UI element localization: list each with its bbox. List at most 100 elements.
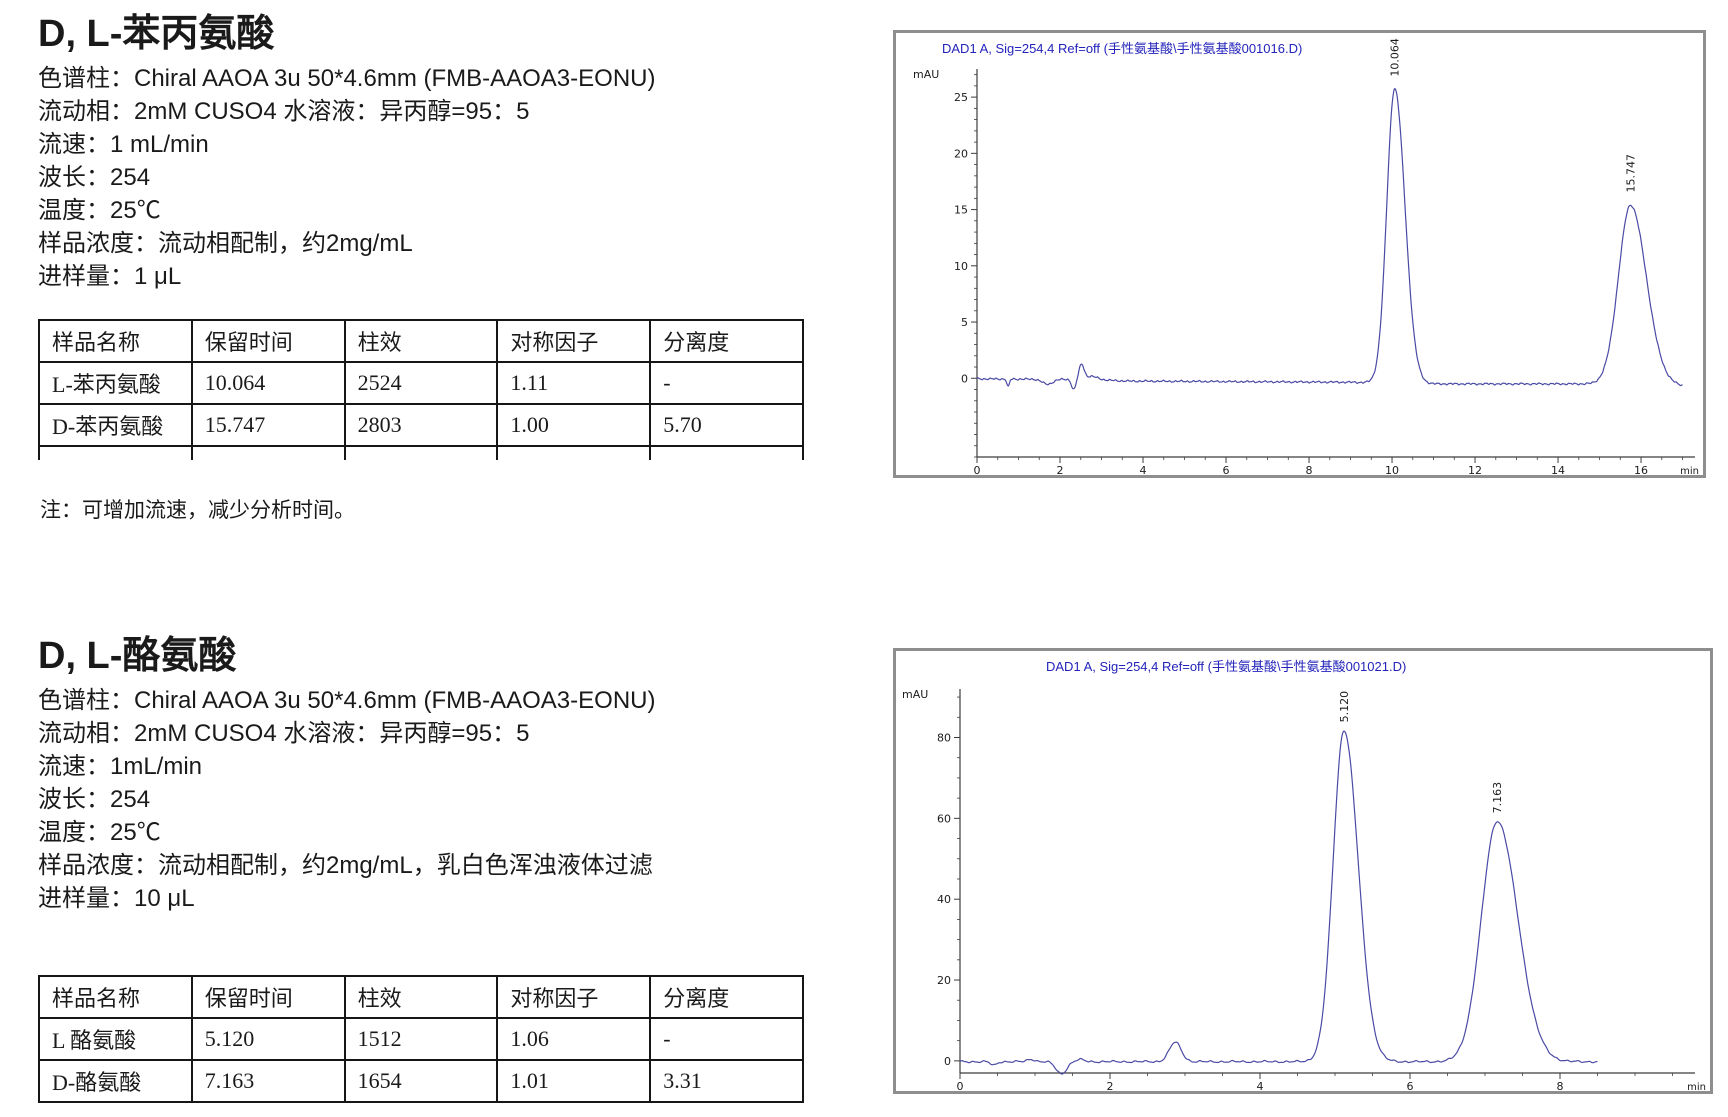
table-row: D-苯丙氨酸 15.747 2803 1.00 5.70 xyxy=(38,403,804,447)
table-cell: 1512 xyxy=(343,1017,499,1061)
param-column: 色谱柱：Chiral AAOA 3u 50*4.6mm (FMB-AAOA3-E… xyxy=(38,65,656,92)
x-tick-label: 2 xyxy=(1057,464,1064,475)
param-temperature: 温度：25℃ xyxy=(38,819,161,846)
y-tick-label: 40 xyxy=(937,893,951,906)
peak-retention-label: 15.747 xyxy=(1625,154,1638,193)
y-tick-label: 20 xyxy=(937,974,951,987)
param-wavelength: 波长：254 xyxy=(38,164,151,191)
chromatogram-title: DAD1 A, Sig=254,4 Ref=off (手性氨基酸\手性氨基酸00… xyxy=(942,41,1303,56)
table-cell: - xyxy=(649,1017,804,1061)
param-mobile-phase: 流动相：2mM CUSO4 水溶液：异丙醇=95：5 xyxy=(38,98,530,125)
header-cell: 柱效 xyxy=(343,319,499,363)
table-cell: 7.163 xyxy=(190,1059,346,1103)
note-text: 注：可增加流速，减少分析时间。 xyxy=(40,499,355,522)
chromatogram-trace xyxy=(959,730,1598,1075)
peak-retention-label: 5.120 xyxy=(1338,691,1351,723)
param-wavelength: 波长：254 xyxy=(38,786,151,813)
param-temperature: 温度：25℃ xyxy=(38,197,161,224)
results-table: 样品名称 保留时间 柱效 对称因子 分离度 L 酪氨酸 5.120 1512 1… xyxy=(38,975,804,1103)
x-tick-label: 14 xyxy=(1551,464,1565,475)
x-tick-label: 0 xyxy=(974,464,981,475)
x-tick-label: 4 xyxy=(1140,464,1147,475)
table-header-row: 样品名称 保留时间 柱效 对称因子 分离度 xyxy=(38,975,804,1019)
x-tick-label: 12 xyxy=(1468,464,1482,475)
table-cell: 2803 xyxy=(343,403,499,447)
y-tick-label: 60 xyxy=(937,812,951,825)
table-cell: D-苯丙氨酸 xyxy=(38,403,193,447)
table-cell: 1654 xyxy=(343,1059,499,1103)
table-cutoff-stub xyxy=(38,447,804,460)
param-injection: 进样量：1 μL xyxy=(38,263,182,290)
header-cell: 对称因子 xyxy=(496,975,652,1019)
table-cell: 1.11 xyxy=(496,361,652,405)
header-cell: 对称因子 xyxy=(496,319,652,363)
header-cell: 保留时间 xyxy=(190,319,346,363)
table-row: L 酪氨酸 5.120 1512 1.06 - xyxy=(38,1017,804,1061)
param-flow-rate: 流速：1mL/min xyxy=(38,753,203,780)
peak-retention-label: 10.064 xyxy=(1389,38,1402,76)
method-parameters: 色谱柱：Chiral AAOA 3u 50*4.6mm (FMB-AAOA3-E… xyxy=(38,62,804,293)
param-concentration: 样品浓度：流动相配制，约2mg/mL xyxy=(38,230,413,257)
peak-retention-label: 7.163 xyxy=(1491,782,1504,814)
y-tick-label: 10 xyxy=(954,260,968,273)
table-row: D-酪氨酸 7.163 1654 1.01 3.31 xyxy=(38,1059,804,1103)
header-cell: 柱效 xyxy=(343,975,499,1019)
y-tick-label: 15 xyxy=(954,204,968,217)
x-axis-unit: min xyxy=(1680,466,1699,475)
y-tick-label: 0 xyxy=(944,1055,951,1068)
section-dl-phenylalanine: D, L-苯丙氨酸 色谱柱：Chiral AAOA 3u 50*4.6mm (F… xyxy=(38,12,804,524)
header-cell: 分离度 xyxy=(649,319,804,363)
table-cell: 5.120 xyxy=(190,1017,346,1061)
table-cell: - xyxy=(649,361,804,405)
table-header-row: 样品名称 保留时间 柱效 对称因子 分离度 xyxy=(38,319,804,363)
x-tick-label: 8 xyxy=(1557,1080,1564,1091)
y-tick-label: 5 xyxy=(961,316,968,329)
table-cell: 2524 xyxy=(343,361,499,405)
param-flow-rate: 流速：1 mL/min xyxy=(38,131,209,158)
section-dl-tyrosine: D, L-酪氨酸 色谱柱：Chiral AAOA 3u 50*4.6mm (FM… xyxy=(38,634,804,1103)
y-tick-label: 20 xyxy=(954,147,968,160)
y-axis-unit: mAU xyxy=(902,688,928,701)
param-injection: 进样量：10 μL xyxy=(38,885,195,912)
header-cell: 分离度 xyxy=(649,975,804,1019)
x-tick-label: 0 xyxy=(957,1080,964,1091)
header-cell: 样品名称 xyxy=(38,319,193,363)
y-tick-label: 25 xyxy=(954,91,968,104)
x-tick-label: 6 xyxy=(1223,464,1230,475)
x-tick-label: 6 xyxy=(1407,1080,1414,1091)
param-mobile-phase: 流动相：2mM CUSO4 水溶液：异丙醇=95：5 xyxy=(38,720,530,747)
chromatogram-trace xyxy=(976,87,1683,390)
chromatogram-title: DAD1 A, Sig=254,4 Ref=off (手性氨基酸\手性氨基酸00… xyxy=(1046,659,1407,674)
table-cell: D-酪氨酸 xyxy=(38,1059,193,1103)
results-table: 样品名称 保留时间 柱效 对称因子 分离度 L-苯丙氨酸 10.064 2524… xyxy=(38,319,804,447)
x-axis-unit: min xyxy=(1687,1082,1706,1091)
x-tick-label: 16 xyxy=(1634,464,1648,475)
header-cell: 样品名称 xyxy=(38,975,193,1019)
table-cell: L-苯丙氨酸 xyxy=(38,361,193,405)
y-tick-label: 0 xyxy=(961,372,968,385)
table-cell: 1.06 xyxy=(496,1017,652,1061)
x-tick-label: 10 xyxy=(1385,464,1399,475)
table-cell: 1.00 xyxy=(496,403,652,447)
y-tick-label: 80 xyxy=(937,732,951,745)
table-cell: L 酪氨酸 xyxy=(38,1017,193,1061)
y-axis-unit: mAU xyxy=(913,68,939,81)
table-cell: 3.31 xyxy=(649,1059,804,1103)
x-tick-label: 8 xyxy=(1306,464,1313,475)
section-title: D, L-酪氨酸 xyxy=(38,635,237,677)
table-cell: 5.70 xyxy=(649,403,804,447)
x-tick-label: 4 xyxy=(1257,1080,1264,1091)
table-cell: 1.01 xyxy=(496,1059,652,1103)
param-concentration: 样品浓度：流动相配制，约2mg/mL，乳白色浑浊液体过滤 xyxy=(38,852,653,879)
table-row: L-苯丙氨酸 10.064 2524 1.11 - xyxy=(38,361,804,405)
chromatogram-panel-tyrosine: 0 20 40 60 80 0 2 4 6 8 mAU min 5.120 7.163 DAD1 A, S… xyxy=(893,648,1713,1094)
chromatogram-plot: 0 20 40 60 80 0 2 4 6 8 mAU min 5.120 7.163 xyxy=(902,688,1706,1091)
chromatogram-panel-phenylalanine: 0 5 10 15 20 25 0 2 4 6 8 10 12 14 16 mAU min 10.064 15.74… xyxy=(893,30,1706,478)
param-column: 色谱柱：Chiral AAOA 3u 50*4.6mm (FMB-AAOA3-E… xyxy=(38,687,656,714)
x-tick-label: 2 xyxy=(1107,1080,1114,1091)
chromatogram-plot: 0 5 10 15 20 25 0 2 4 6 8 10 12 14 16 mAU min 10.064 15.74… xyxy=(913,38,1699,475)
header-cell: 保留时间 xyxy=(190,975,346,1019)
table-cell: 10.064 xyxy=(190,361,346,405)
table-cell: 15.747 xyxy=(190,403,346,447)
